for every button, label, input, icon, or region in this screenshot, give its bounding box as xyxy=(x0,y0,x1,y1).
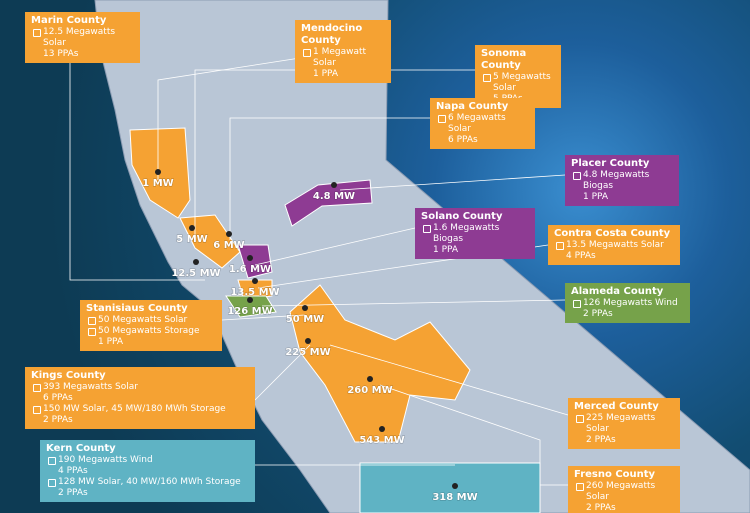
site-dot xyxy=(155,169,161,175)
site-dot xyxy=(226,231,232,237)
callout: Mendocino County 1 Megawatt Solar 1 PPA xyxy=(295,20,391,83)
map-label: 225 MW xyxy=(285,347,330,358)
region-contra-costa xyxy=(237,279,273,301)
callout: Contra Costa County 13.5 Megawatts Solar 4… xyxy=(548,225,680,265)
map-label: 5 MW xyxy=(176,234,207,245)
map-label: 1 MW xyxy=(142,178,173,189)
region-central xyxy=(289,284,471,443)
map-label: 13.5 MW xyxy=(230,287,279,298)
site-dot xyxy=(379,426,385,432)
callout: Napa County 6 Megawatts Solar 6 PPAs xyxy=(430,98,535,149)
site-dot xyxy=(252,278,258,284)
map-label: 543 MW xyxy=(359,435,404,446)
callout: Fresno County 260 Megawatts Solar 2 PPAs xyxy=(568,466,680,513)
region-alameda xyxy=(225,295,277,318)
site-dot xyxy=(367,376,373,382)
callout: Stanisiaus County 50 Megawatts Solar 50 Me… xyxy=(80,300,222,351)
callout: Kern County 190 Megawatts Wind 4 PPAs 128 M… xyxy=(40,440,255,502)
site-dot xyxy=(305,338,311,344)
map-label: 126 MW xyxy=(227,306,272,317)
site-dot xyxy=(452,483,458,489)
map-label: 260 MW xyxy=(347,385,392,396)
callout: Solano County 1.6 Megawatts Biogas 1 PPA xyxy=(415,208,535,259)
map-label: 4.8 MW xyxy=(313,191,355,202)
site-dot xyxy=(193,259,199,265)
callout: Placer County 4.8 Megawatts Biogas 1 PPA xyxy=(565,155,679,206)
map-label: 1.6 MW xyxy=(229,264,271,275)
map-label: 318 MW xyxy=(432,492,477,503)
site-dot xyxy=(331,182,337,188)
site-dot xyxy=(302,305,308,311)
callout: Kings County 393 Megawatts Solar 6 PPAs 150… xyxy=(25,367,255,429)
site-dot xyxy=(247,297,253,303)
region-solano xyxy=(237,244,273,279)
callout: Marin County 12.5 Megawatts Solar 13 PPAs xyxy=(25,12,140,63)
map-label: 50 MW xyxy=(286,314,324,325)
map-label: 6 MW xyxy=(213,240,244,251)
map-label: 12.5 MW xyxy=(171,268,220,279)
region-placer xyxy=(284,179,373,227)
site-dot xyxy=(247,255,253,261)
region-kern xyxy=(359,462,541,513)
site-dot xyxy=(189,225,195,231)
callout: Alameda County 126 Megawatts Wind 2 PPAs xyxy=(565,283,690,323)
callout: Merced County 225 Megawatts Solar 2 PPAs xyxy=(568,398,680,449)
